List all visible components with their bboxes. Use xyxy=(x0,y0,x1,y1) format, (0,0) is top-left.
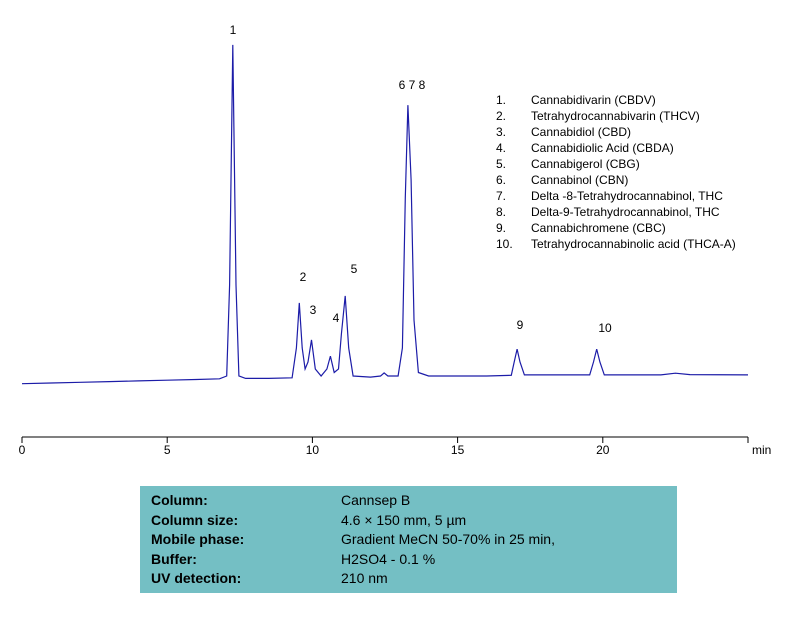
legend-number: 4. xyxy=(496,141,506,155)
legend-number: 7. xyxy=(496,189,506,203)
condition-label: UV detection: xyxy=(151,570,242,587)
condition-label: Column size: xyxy=(151,511,239,528)
legend-number: 6. xyxy=(496,173,506,187)
condition-value: Gradient MeCN 50-70% in 25 min, xyxy=(341,531,555,548)
condition-row: UV detection: 210 nm xyxy=(151,569,677,589)
legend-name: Delta-9-Tetrahydrocannabinol, THC xyxy=(531,205,720,219)
condition-label: Column: xyxy=(151,492,208,508)
legend-number: 1. xyxy=(496,93,506,107)
peak-label: 10 xyxy=(598,321,612,335)
condition-row: Mobile phase: Gradient MeCN 50-70% in 25 … xyxy=(151,530,677,550)
legend-number: 5. xyxy=(496,157,506,171)
peak-label: 1 xyxy=(230,23,237,37)
legend-name: Cannabinol (CBN) xyxy=(531,173,628,187)
legend-name: Tetrahydrocannabivarin (THCV) xyxy=(531,109,700,123)
legend-name: Cannabigerol (CBG) xyxy=(531,157,640,171)
chart: min 0 5 10 15 20 1 2 3 4 5 6 7 8 9 10 1. Cannabidivari… xyxy=(19,23,772,457)
condition-value: 210 nm xyxy=(341,570,388,587)
x-tick-label: 5 xyxy=(164,443,171,457)
peak-label: 2 xyxy=(300,270,307,284)
legend-name: Delta -8-Tetrahydrocannabinol, THC xyxy=(531,189,723,203)
legend-name: Tetrahydrocannabinolic acid (THCA-A) xyxy=(531,237,736,251)
condition-value: Cannsep B xyxy=(341,492,411,508)
x-tick-label: 20 xyxy=(596,443,610,457)
legend-name: Cannabidiolic Acid (CBDA) xyxy=(531,141,674,155)
legend-number: 8. xyxy=(496,205,506,219)
x-tick-label: 0 xyxy=(19,443,26,457)
peak-label: 4 xyxy=(333,311,340,325)
condition-value: 4.6 × 150 mm, 5 µm xyxy=(341,511,467,528)
legend-name: Cannabichromene (CBC) xyxy=(531,221,666,235)
peak-label: 6 7 8 xyxy=(399,78,426,92)
legend-number: 9. xyxy=(496,221,506,235)
condition-value: H2SO4 - 0.1 % xyxy=(341,550,436,567)
legend-number: 10. xyxy=(496,237,513,251)
legend-name: Cannabidivarin (CBDV) xyxy=(531,93,656,107)
peak-label: 5 xyxy=(351,262,358,276)
condition-row: Column: Cannsep B xyxy=(151,491,677,511)
legend-number: 3. xyxy=(496,125,506,139)
trace xyxy=(21,44,749,385)
condition-row: Column size: 4.6 × 150 mm, 5 µm xyxy=(151,511,677,531)
condition-label: Buffer: xyxy=(151,550,197,567)
legend-name: Cannabidiol (CBD) xyxy=(531,125,631,139)
x-tick-label: 10 xyxy=(306,443,320,457)
legend-number: 2. xyxy=(496,109,506,123)
condition-row: Buffer: H2SO4 - 0.1 % xyxy=(151,550,677,570)
condition-label: Mobile phase: xyxy=(151,531,245,548)
peak-label: 9 xyxy=(517,318,524,332)
x-tick-label: 15 xyxy=(451,443,465,457)
x-axis-label: min xyxy=(752,443,771,457)
conditions-box: Column: Cannsep B Column size: 4.6 × 150 mm… xyxy=(140,486,677,593)
peak-label: 3 xyxy=(310,303,317,317)
